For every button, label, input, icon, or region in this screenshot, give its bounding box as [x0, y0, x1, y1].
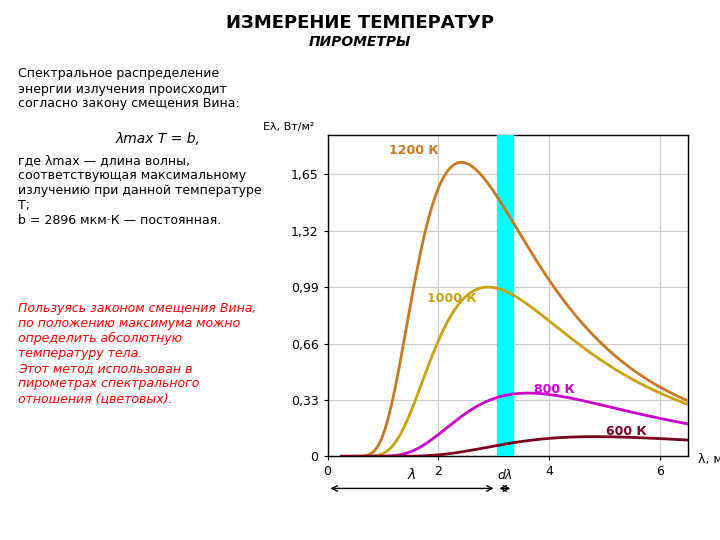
Text: Eλ, Вт/м²: Eλ, Вт/м²	[263, 122, 314, 132]
Text: λ: λ	[408, 468, 416, 482]
Text: 600 К: 600 К	[606, 425, 647, 438]
Text: где λmax — длина волны,
соответствующая максимальному
излучению при данной темпе: где λmax — длина волны, соответствующая …	[18, 154, 261, 227]
Text: λmax T = b,: λmax T = b,	[116, 132, 201, 146]
Text: 1200 К: 1200 К	[390, 144, 438, 157]
Text: ИЗМЕРЕНИЕ ТЕМПЕРАТУР: ИЗМЕРЕНИЕ ТЕМПЕРАТУР	[226, 14, 494, 31]
Text: λ, мкм: λ, мкм	[698, 453, 720, 465]
Text: dλ: dλ	[498, 469, 513, 482]
Text: ПИРОМЕТРЫ: ПИРОМЕТРЫ	[309, 35, 411, 49]
Text: 1000 К: 1000 К	[427, 293, 477, 306]
Bar	[497, 135, 513, 456]
Text: Спектральное распределение
энергии излучения происходит
согласно закону смещения: Спектральное распределение энергии излуч…	[18, 68, 240, 111]
Text: 800 К: 800 К	[534, 383, 575, 396]
Text: Пользуясь законом смещения Вина,
по положению максимума можно
определить абсолют: Пользуясь законом смещения Вина, по поло…	[18, 302, 256, 406]
